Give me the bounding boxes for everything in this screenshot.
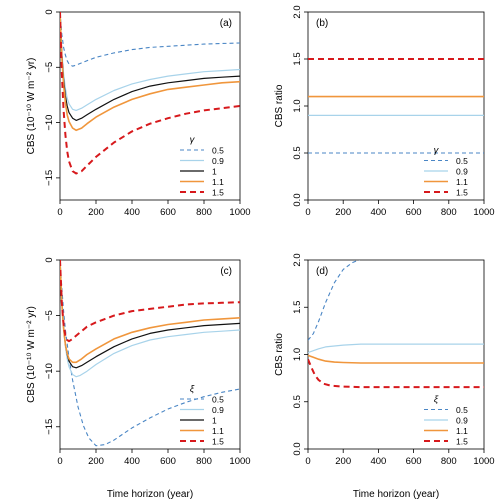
legend-title: γ: [434, 145, 440, 156]
x-tick-label: 1000: [473, 207, 494, 218]
y-tick-label: 0.0: [292, 193, 303, 206]
x-tick-label: 0: [57, 456, 62, 467]
series-line-0-9: [60, 12, 240, 111]
legend-label: 0.9: [212, 156, 224, 166]
x-tick-label: 0: [57, 207, 62, 218]
y-tick-label: 1.0: [292, 99, 303, 112]
legend-label: 1.1: [456, 177, 468, 187]
plot-frame: [59, 259, 241, 450]
y-tick-label: 0.5: [292, 146, 303, 159]
legend-label: 1.5: [212, 187, 224, 197]
x-tick-label: 0: [305, 456, 310, 467]
legend-label: 0.9: [456, 415, 468, 425]
legend-label: 0.5: [456, 156, 468, 166]
plot-frame: [59, 11, 241, 201]
y-axis-title: CBS (10⁻¹⁰ W m⁻² yr): [26, 306, 37, 403]
x-tick-label: 600: [406, 207, 422, 218]
legend-title: γ: [190, 135, 196, 146]
legend-label: 1: [212, 166, 217, 176]
y-axis-title: CBS ratio: [274, 84, 285, 127]
panel-b: 0 200 400 600 800 1000 0.0 0.5 1.0 1.5 2.0 CBS rati…: [274, 5, 495, 218]
x-tick-label: 800: [441, 207, 457, 218]
series-line-1-5: [60, 12, 240, 175]
y-tick-label: 0.5: [292, 395, 303, 408]
legend-label: 1.5: [212, 436, 224, 446]
legend-label: 0.5: [456, 405, 468, 415]
legend-label: 1.1: [456, 426, 468, 436]
legend-label: 1: [212, 415, 217, 425]
panel-label: (d): [316, 266, 328, 277]
x-tick-label: 800: [196, 207, 212, 218]
x-tick-label: 600: [160, 207, 176, 218]
panel-a: 0 200 400 600 800 1000 0 −5 −10 −15 CBS (10⁻¹⁰ W m…: [26, 9, 251, 218]
x-tick-label: 1000: [229, 456, 250, 467]
y-tick-label: 2.0: [292, 5, 303, 18]
x-tick-label: 400: [370, 456, 386, 467]
y-tick-label: 0: [44, 9, 55, 14]
x-axis-title-left: Time horizon (year): [107, 489, 193, 500]
x-tick-label: 400: [370, 207, 386, 218]
y-tick-label: −15: [44, 419, 55, 435]
legend-label: 1.5: [456, 436, 468, 446]
panel-label: (c): [220, 266, 232, 277]
x-tick-label: 800: [441, 456, 457, 467]
y-tick-label: −10: [44, 363, 55, 379]
x-tick-label: 1000: [473, 456, 494, 467]
y-tick-label: 2.0: [292, 253, 303, 266]
x-tick-label: 200: [335, 207, 351, 218]
y-tick-label: 0: [44, 257, 55, 262]
series-line-0-5: [308, 260, 361, 341]
x-tick-label: 600: [406, 456, 422, 467]
series-line-0-9: [60, 260, 240, 378]
x-tick-label: 200: [88, 456, 104, 467]
series-line-1-5: [308, 358, 484, 389]
x-tick-label: 200: [88, 207, 104, 218]
x-tick-label: 200: [335, 456, 351, 467]
y-axis-title: CBS ratio: [274, 333, 285, 376]
y-tick-label: −5: [44, 62, 55, 73]
legend-label: 0.9: [456, 166, 468, 176]
series-line-1-1: [308, 354, 484, 364]
legend-label: 1.1: [212, 426, 224, 436]
series-line-1: [60, 260, 240, 369]
legend-label: 0.5: [212, 394, 224, 404]
legend-label: 1.1: [212, 177, 224, 187]
x-tick-label: 800: [196, 456, 212, 467]
series-line-1: [60, 12, 240, 121]
panel-label: (b): [316, 18, 328, 29]
series-line-1-1: [60, 260, 240, 364]
panel-c: 0 200 400 600 800 1000 0 −5 −10 −15 CBS (10⁻¹⁰ W m…: [26, 257, 251, 467]
x-axis-title-right: Time horizon (year): [353, 489, 439, 500]
legend-title: ξ: [190, 384, 195, 395]
y-tick-label: 1.0: [292, 348, 303, 361]
series-line-1-5: [60, 260, 240, 343]
x-tick-label: 400: [124, 456, 140, 467]
panel-d: 0 200 400 600 800 1000 0.0 0.5 1.0 1.5 2.0 CBS rati…: [274, 253, 495, 467]
y-tick-label: −5: [44, 310, 55, 321]
y-tick-label: 1.5: [292, 52, 303, 65]
y-tick-label: 1.5: [292, 301, 303, 314]
y-tick-label: 0.0: [292, 442, 303, 455]
legend-label: 0.9: [212, 405, 224, 415]
series-line-0-5: [60, 12, 240, 67]
legend-title: ξ: [434, 394, 439, 405]
y-tick-label: −10: [44, 115, 55, 131]
x-tick-label: 1000: [229, 207, 250, 218]
x-tick-label: 600: [160, 456, 176, 467]
legend-label: 0.5: [212, 145, 224, 155]
x-tick-label: 400: [124, 207, 140, 218]
series-line-0-9: [308, 343, 484, 354]
panel-label: (a): [220, 18, 232, 29]
y-axis-title: CBS (10⁻¹⁰ W m⁻² yr): [26, 58, 37, 155]
legend-label: 1.5: [456, 187, 468, 197]
series-line-1-1: [60, 12, 240, 132]
x-tick-label: 0: [305, 207, 310, 218]
y-tick-label: −15: [44, 170, 55, 186]
